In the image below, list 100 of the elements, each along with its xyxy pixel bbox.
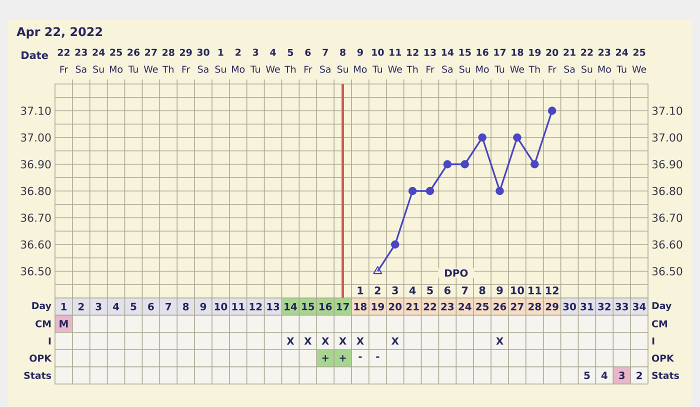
text: 14 xyxy=(284,302,297,310)
text: X xyxy=(391,337,399,345)
text: 21 xyxy=(406,302,419,310)
x-tick-label: 6 Fr xyxy=(304,48,312,73)
y2-tick-label: Day xyxy=(652,302,672,312)
text: X xyxy=(356,337,364,345)
point xyxy=(443,160,452,168)
chart-title: Apr 22, 2022 xyxy=(16,27,102,39)
text: 32 xyxy=(598,302,610,310)
x-tick-label: 12 Th xyxy=(406,48,418,73)
x-tick-label: 10 Tu xyxy=(372,48,384,73)
text: 5 xyxy=(130,302,136,310)
text: 20 xyxy=(388,302,402,310)
text: 16 xyxy=(320,302,332,310)
text: 30 xyxy=(563,302,576,310)
text: 4 xyxy=(113,302,120,310)
x-tick-label: 19 Th xyxy=(528,48,541,73)
point xyxy=(390,240,400,249)
text: 5 xyxy=(584,372,590,380)
y2-tick-label: OPK xyxy=(652,354,674,362)
x-tick-label: 24 Tu xyxy=(616,48,628,73)
x2-tick-label: 8 xyxy=(479,286,486,294)
x2-tick-label: 3 xyxy=(392,286,398,294)
text: 28 xyxy=(528,302,541,310)
x-tick-label: 20 Fr xyxy=(546,48,558,73)
y-tick-label: 37.10 xyxy=(20,106,51,115)
text: 29 xyxy=(546,302,558,310)
y2-tick-label: 37.00 xyxy=(652,133,682,142)
text: X xyxy=(304,337,312,345)
y2-tick-label: 36.50 xyxy=(652,267,682,276)
text: 6 xyxy=(148,302,154,310)
text: 10 xyxy=(214,302,228,310)
text: 3 xyxy=(619,372,625,380)
x-tick-label: 13 Fr xyxy=(424,48,436,73)
text: 26 xyxy=(494,302,506,310)
x-axis-title: Date xyxy=(22,51,48,60)
text: 13 xyxy=(267,302,280,310)
text: 2 xyxy=(636,372,642,380)
text: - xyxy=(358,356,362,358)
text: 19 xyxy=(372,302,384,310)
y-tick-label: 36.50 xyxy=(20,267,51,276)
y-tick-label: 36.90 xyxy=(20,160,51,168)
x-tick-label: 22 Fr xyxy=(58,48,70,73)
x2-tick-label: 1 xyxy=(358,286,364,294)
y2-tick-label: Stats xyxy=(652,372,679,379)
y-tick-label: OPK xyxy=(30,354,52,362)
text: 34 xyxy=(633,302,646,310)
x-tick-label: 2 Mo xyxy=(232,48,245,73)
x-tick-label: 11 We xyxy=(388,48,402,73)
x2-tick-label: 11 xyxy=(528,286,542,294)
point xyxy=(373,266,382,274)
y2-tick-label: 36.60 xyxy=(652,240,682,249)
point xyxy=(513,133,522,142)
y-tick-label: I xyxy=(48,338,51,344)
y-tick-label: 36.70 xyxy=(20,214,51,222)
x2-tick-label: 6 xyxy=(444,286,451,294)
point xyxy=(408,186,417,196)
x-tick-label: 18 We xyxy=(510,48,524,73)
x2-tick-label: 2 xyxy=(374,286,380,294)
x-tick-label: 26 Tu xyxy=(128,48,140,73)
x2-axis-title: DPO xyxy=(445,269,468,277)
y2-tick-label: CM xyxy=(652,320,668,328)
text: 31 xyxy=(580,302,594,310)
point xyxy=(496,186,504,196)
text: X xyxy=(496,337,504,345)
x-tick-label: 24 Su xyxy=(92,48,105,73)
text: 24 xyxy=(458,302,472,310)
x-tick-label: 25 Mo xyxy=(110,48,123,73)
x-tick-label: 16 Mo xyxy=(476,48,489,73)
x-tick-label: 15 Su xyxy=(459,48,471,73)
text: 3 xyxy=(96,302,102,310)
x2-tick-label: 12 xyxy=(546,286,558,294)
y-tick-label: 36.80 xyxy=(20,186,51,196)
text: - xyxy=(376,356,380,358)
text: M xyxy=(60,320,68,328)
y-tick-label: Day xyxy=(32,302,52,312)
text: 15 xyxy=(302,302,314,310)
x-tick-label: 7 Sa xyxy=(320,48,330,73)
x2-tick-label: 10 xyxy=(511,286,524,294)
x-tick-label: 23 Mo xyxy=(598,48,611,73)
x-tick-label: 27 We xyxy=(144,48,158,73)
y2-tick-label: 36.70 xyxy=(652,214,682,222)
point xyxy=(478,133,486,142)
x-tick-label: 8 Su xyxy=(337,48,348,73)
x-tick-label: 14 Sa xyxy=(442,48,454,73)
text: 22 xyxy=(424,302,436,310)
text: 11 xyxy=(232,302,244,310)
x-tick-label: 30 Sa xyxy=(197,48,210,73)
x-tick-label: 5 Th xyxy=(284,48,296,73)
x-tick-label: 4 We xyxy=(266,48,280,73)
x2-tick-label: 4 xyxy=(409,286,416,294)
y2-tick-label: I xyxy=(652,338,654,344)
point xyxy=(426,186,434,196)
y2-tick-label: 36.80 xyxy=(652,186,682,196)
text: 25 xyxy=(476,302,489,310)
x-tick-label: 17 Tu xyxy=(494,48,506,73)
text: X xyxy=(339,337,346,345)
x-tick-label: 3 Tu xyxy=(250,48,260,73)
text: 7 xyxy=(166,302,172,310)
text: 1 xyxy=(61,302,67,310)
